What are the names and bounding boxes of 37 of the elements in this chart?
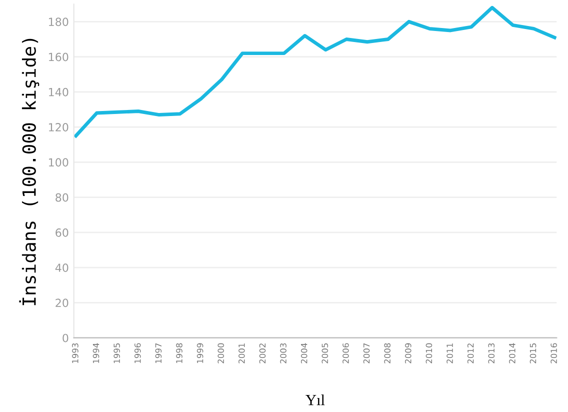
x-tick-label: 1999 (196, 343, 204, 363)
y-tick-label: 140 (48, 88, 68, 96)
x-tick-label: 1995 (114, 343, 120, 363)
x-tick-label: 2001 (238, 343, 245, 364)
y-tick-label: 0 (62, 334, 68, 342)
y-tick-label: 180 (48, 18, 68, 26)
x-tick-label: 2000 (218, 343, 224, 364)
x-tick-label: 2011 (446, 343, 453, 364)
y-axis-title: İnsidans (100.000 kişide) (19, 38, 40, 306)
x-tick-label: 1997 (155, 343, 162, 363)
x-tick-label: 2004 (300, 343, 308, 364)
y-tick-label: 60 (56, 228, 68, 237)
x-tick-label: 1996 (134, 343, 141, 363)
x-tick-label: 2007 (363, 343, 370, 364)
x-tick-label: 1993 (72, 343, 78, 363)
y-tick-label: 120 (48, 123, 68, 132)
x-tick-label: 2003 (280, 343, 286, 364)
y-tick-label: 80 (56, 193, 68, 202)
x-tick-label: 2015 (530, 343, 536, 364)
x-tick-label: 2009 (405, 343, 412, 364)
line-series (74, 6, 556, 138)
x-tick-label: 1994 (92, 343, 100, 363)
x-axis-title: Yıl (306, 394, 325, 406)
x-tick-label: 2013 (488, 343, 495, 364)
y-tick-label: 20 (56, 298, 68, 308)
x-tick-label: 2012 (467, 344, 474, 364)
x-tick-label: 2006 (342, 343, 349, 364)
x-tick-label: 1998 (176, 343, 182, 363)
x-tick-label: 2014 (509, 343, 516, 364)
y-tick-label: 160 (48, 52, 68, 62)
y-tick-label: 40 (55, 264, 68, 272)
x-tick-label: 2002 (259, 344, 266, 364)
x-tick-label: 2008 (384, 343, 390, 364)
x-tick-label: 2010 (426, 343, 432, 364)
x-tick-label: 2005 (322, 343, 328, 364)
x-tick-label: 2016 (550, 343, 557, 364)
y-tick-label: 100 (48, 158, 68, 167)
